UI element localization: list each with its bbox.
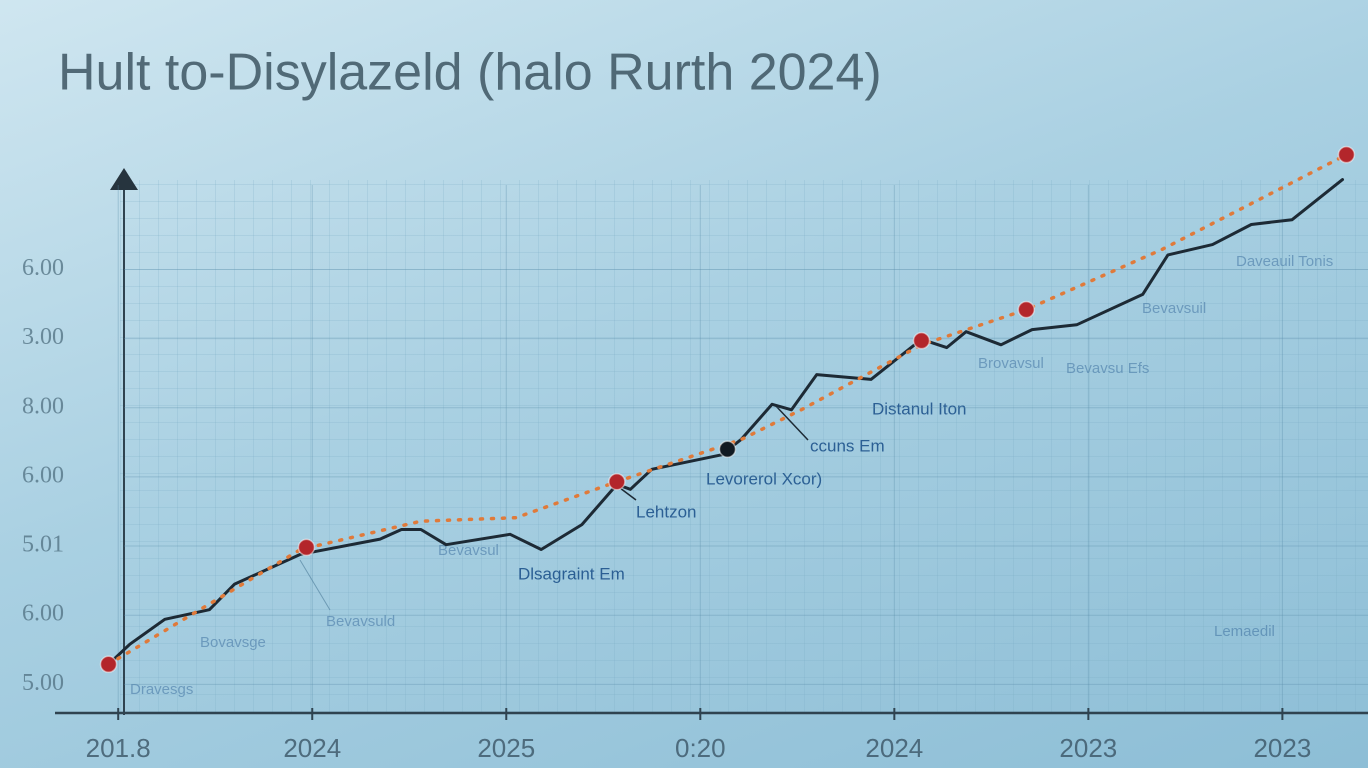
annotation: Bevavsul — [438, 542, 499, 559]
annotation: Levorerol Xcor) — [706, 469, 822, 488]
y-tick-label: 8.00 — [22, 393, 64, 419]
y-tick-label: 3.00 — [22, 324, 64, 350]
y-tick-label: 6.00 — [22, 601, 64, 627]
annotation: Dlsagraint Em — [518, 564, 625, 583]
x-tick-label: 2024 — [283, 733, 341, 763]
data-point — [1017, 300, 1036, 319]
annotation: Daveauil Tonis — [1236, 253, 1333, 270]
leader-line — [299, 559, 331, 611]
y-tick-label: 5.00 — [22, 670, 64, 696]
y-tick-label: 5.01 — [22, 532, 64, 558]
annotation: Bovavsge — [200, 634, 266, 651]
x-tick-label: 201.8 — [86, 733, 151, 763]
annotation: Brovavsul — [978, 355, 1044, 372]
annotation: Lemaedil — [1214, 623, 1275, 640]
leader-line — [619, 487, 637, 501]
data-line — [107, 178, 1344, 666]
data-point — [608, 472, 626, 491]
y-tick-label: 6.00 — [22, 255, 64, 281]
leader-line — [774, 404, 809, 441]
annotation: Bevavsuld — [326, 613, 395, 630]
annotation: Bevavsuil — [1142, 300, 1206, 317]
data-point — [99, 655, 118, 674]
annotation: ccuns Em — [810, 436, 885, 455]
x-tick-label: 2024 — [865, 733, 923, 763]
y-axis-arrow — [110, 168, 138, 190]
annotation: Bevavsu Efs — [1066, 360, 1149, 377]
x-tick-label: 2023 — [1253, 733, 1311, 763]
x-tick-label: 2023 — [1059, 733, 1117, 763]
trend-line — [106, 152, 1349, 667]
data-point — [1337, 145, 1356, 164]
data-point — [297, 538, 316, 557]
annotation: Lehtzon — [636, 502, 697, 521]
x-tick-label: 2025 — [477, 733, 535, 763]
chart-title: Hult to-Disylazeld (halo Rurth 2024) — [58, 44, 882, 102]
annotation: Distanul Iton — [872, 399, 967, 418]
data-point — [912, 331, 931, 350]
annotation: Dravesgs — [130, 681, 193, 698]
y-tick-label: 6.00 — [22, 462, 64, 488]
x-tick-label: 0:20 — [675, 733, 726, 763]
data-point — [718, 440, 737, 458]
